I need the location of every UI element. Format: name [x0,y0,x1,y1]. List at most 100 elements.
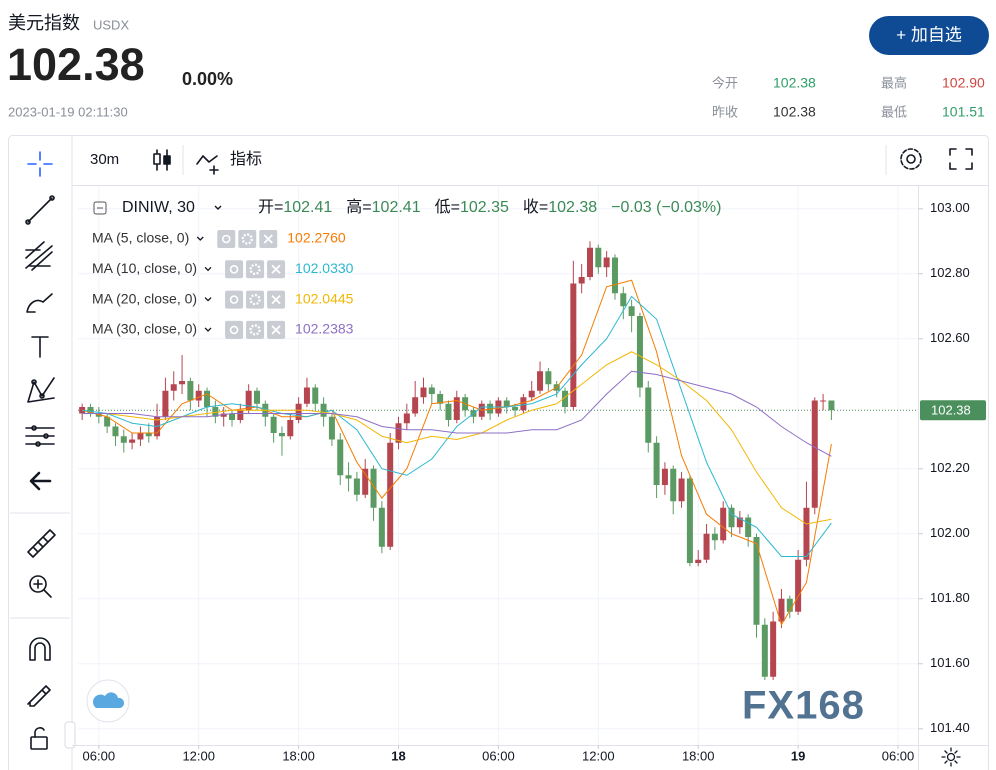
unlock-tool[interactable] [30,727,48,750]
ma-eye-button[interactable] [217,230,236,248]
ma-close-button[interactable] [259,230,278,248]
back-tool[interactable] [29,471,52,491]
cloud-button[interactable] [86,679,130,723]
legend-item-value: 102.38 [548,199,597,216]
stat-label: 最低 [881,104,907,119]
legend: DINIW, 30 开= 102.41 高= 102.41 低= 102.35 收= 102.3… [92,198,721,339]
zoom-tool[interactable] [29,575,52,598]
candle-body [112,426,119,437]
candle-body [645,387,652,443]
candle-body [370,468,377,508]
crosshair-tool[interactable] [27,151,53,177]
ma-value: 102.0330 [295,260,354,276]
button-label: + 加自选 [896,25,962,44]
y-tick-label: 102.60 [930,330,970,345]
stat-label: 今开 [712,75,738,90]
ma-name: MA (30, close, 0) [92,321,197,337]
ma-gear-button[interactable] [238,230,257,248]
fullscreen-button[interactable] [949,148,973,170]
top-toolbar: 30m 指标 [90,145,973,175]
candle-body [145,433,152,437]
stat-label: 昨收 [712,104,738,119]
add-watchlist-button[interactable]: + 加自选 [869,16,989,55]
indicators-button[interactable]: 指标 [230,150,262,168]
title: 美元指数 [8,13,80,33]
candle-body [428,387,435,394]
axis-settings[interactable] [941,747,961,767]
lock-draw-tool[interactable] [27,685,51,707]
x-tick-label: 12:00 [182,748,215,763]
text-tool[interactable] [31,336,49,358]
y-tick-label: 101.80 [930,590,970,605]
candle-body [603,257,610,268]
candle-body [811,400,818,508]
candle-body [420,387,427,398]
candle-body [803,507,810,560]
candle-type-button[interactable] [153,149,171,171]
ma-button-glyph [229,295,239,304]
ma-line [82,370,832,457]
candle-body [187,381,194,401]
ma-gear-button[interactable] [246,320,265,339]
ma-button-bg [246,320,265,339]
ma-chevron [204,266,212,272]
legend-item-label: 开= [258,199,283,216]
interval[interactable]: 30m [90,151,119,168]
ma-button-glyph [229,264,239,274]
y-tick-label: 102.80 [930,265,970,280]
magnet-tool[interactable] [29,637,51,661]
ma-line [82,295,832,557]
candle-body [512,407,519,411]
ma-name: MA (5, close, 0) [92,230,189,246]
candle-body [653,442,660,485]
candle-body [337,439,344,476]
ma-button-bg [238,230,257,248]
price: 102.38 [7,39,145,90]
candle-body [104,416,111,427]
ma-chevron [196,236,204,241]
ma-eye-button[interactable] [225,260,244,279]
ma-chevron [204,297,212,302]
ma-gear-button[interactable] [246,260,265,279]
candle-body [170,384,177,391]
legend-item-label: 高= [346,198,371,216]
candle-body [437,394,444,404]
ma-button-bg [246,260,265,279]
candle-body [695,559,702,563]
grid [78,186,923,749]
collapse-button[interactable] [64,721,76,749]
y-tick-label: 102.00 [930,525,970,540]
candle-body [795,559,802,612]
brush-tool[interactable] [26,293,53,313]
indicator-icon[interactable] [196,155,219,175]
candle-body [620,293,627,307]
left-toolbar [10,151,76,750]
candle-body [761,624,768,677]
ma-button-glyph [249,263,261,275]
ma-eye-button[interactable] [225,290,244,309]
candle-body [120,436,127,443]
ma-close-button[interactable] [267,320,286,339]
ma-close-button[interactable] [267,260,286,279]
ma-eye-button[interactable] [225,320,244,339]
settings-button[interactable] [900,148,922,170]
measure-lines-tool[interactable] [25,425,55,447]
ma-button-glyph [271,325,281,335]
x-tick-label: 18 [391,748,405,763]
ma-button-glyph [221,234,231,244]
ma-gear-button[interactable] [246,290,265,309]
ma-close-button[interactable] [267,290,286,309]
candle-body [362,468,369,495]
candle-body [678,478,685,502]
ruler-tool[interactable] [27,529,56,558]
candle-body [212,407,219,417]
fib-tool[interactable] [25,241,53,271]
ma-button-glyph [249,324,261,336]
candle-body [378,507,385,547]
ma-button-bg [217,230,236,248]
stats: 今开 102.38 最高 102.90 昨收 102.38 最低 101.51 [712,75,985,120]
stat-value: 102.90 [942,75,985,91]
trendline-tool[interactable] [25,195,55,225]
pattern-tool[interactable] [27,377,55,403]
